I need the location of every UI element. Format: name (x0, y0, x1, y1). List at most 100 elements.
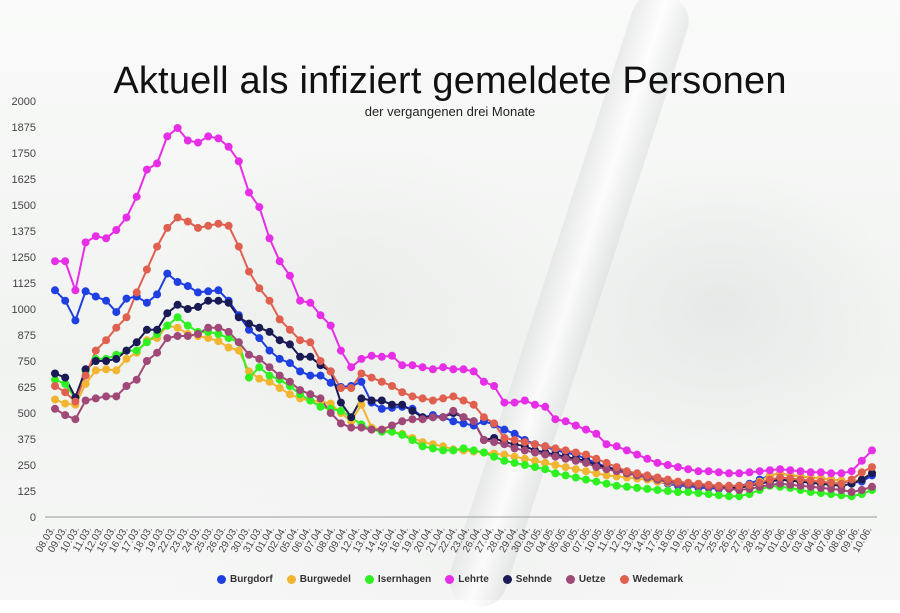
data-point-wedemark (612, 463, 621, 472)
data-point-wedemark (408, 392, 417, 401)
data-point-uetze (602, 465, 611, 474)
y-tick-label: 250 (18, 460, 36, 472)
data-point-lehrte (479, 377, 488, 386)
data-point-uetze (449, 406, 458, 415)
data-point-burgdorf (71, 316, 80, 325)
data-point-uetze (816, 483, 825, 492)
data-point-burgdorf (245, 325, 253, 334)
data-point-uetze (551, 452, 560, 461)
data-point-wedemark (439, 394, 448, 403)
data-point-sehnde (132, 338, 141, 347)
data-point-wedemark (275, 315, 284, 324)
data-point-wedemark (776, 473, 785, 482)
data-point-lehrte (806, 468, 815, 477)
y-tick-label: 0 (30, 512, 36, 524)
data-point-lehrte (153, 159, 162, 168)
data-point-wedemark (234, 242, 243, 251)
legend-label: Burgwedel (299, 574, 351, 585)
data-point-uetze (377, 425, 386, 434)
data-point-burgwedel (51, 395, 59, 404)
data-point-burgwedel (510, 452, 519, 461)
data-point-burgdorf (255, 334, 264, 343)
data-point-wedemark (857, 468, 866, 477)
legend-item-wedemark: Wedemark (619, 574, 683, 585)
data-point-lehrte (408, 361, 417, 370)
data-point-wedemark (745, 480, 754, 489)
data-point-isernhagen (633, 483, 642, 492)
data-point-isernhagen (520, 461, 529, 469)
data-point-burgdorf (296, 367, 305, 376)
data-point-lehrte (81, 238, 90, 247)
data-point-lehrte (571, 421, 580, 430)
data-point-lehrte (755, 467, 764, 476)
data-point-isernhagen (531, 463, 539, 472)
data-point-lehrte (275, 257, 284, 266)
data-point-lehrte (735, 469, 744, 478)
data-point-wedemark (786, 474, 795, 483)
data-point-wedemark (643, 471, 652, 480)
data-point-wedemark (541, 442, 550, 451)
data-point-isernhagen (51, 375, 59, 384)
data-point-lehrte (245, 188, 253, 197)
data-point-burgdorf (449, 417, 458, 426)
data-point-lehrte (102, 234, 111, 243)
legend-marker (364, 575, 374, 584)
y-axis: 0 125 250 375 500 625 750 875 1000 1125 1250 1375 15… (12, 96, 877, 524)
data-point-isernhagen (643, 484, 652, 493)
data-point-sehnde (234, 313, 243, 322)
data-point-uetze (234, 338, 243, 347)
data-point-isernhagen (306, 396, 315, 405)
data-point-lehrte (459, 365, 468, 374)
data-point-lehrte (837, 469, 846, 478)
data-point-isernhagen (500, 456, 509, 465)
data-point-isernhagen (490, 452, 499, 461)
data-point-burgdorf (142, 298, 151, 307)
data-point-uetze (398, 417, 407, 426)
data-point-isernhagen (541, 465, 550, 474)
data-point-uetze (806, 482, 815, 491)
data-point-isernhagen (418, 442, 427, 451)
data-point-sehnde (296, 352, 305, 361)
data-point-burgdorf (265, 346, 274, 355)
data-point-wedemark (285, 325, 294, 334)
data-point-burgdorf (316, 371, 325, 380)
data-point-sehnde (408, 406, 417, 415)
data-point-wedemark (816, 477, 825, 486)
legend-marker (619, 575, 629, 584)
data-point-isernhagen (653, 486, 662, 494)
data-point-burgwedel (204, 334, 213, 343)
data-point-isernhagen (61, 379, 70, 388)
series-lines (54, 126, 873, 498)
data-point-wedemark (347, 384, 356, 392)
data-point-uetze (183, 332, 192, 340)
data-point-wedemark (61, 388, 70, 397)
data-point-uetze (500, 440, 509, 449)
data-point-sehnde (81, 365, 90, 374)
data-point-lehrte (142, 165, 151, 174)
y-tick-label: 1500 (12, 200, 36, 212)
legend-label: Uetze (578, 574, 606, 585)
data-point-burgdorf (306, 371, 315, 380)
data-point-isernhagen (602, 479, 611, 488)
data-point-wedemark (582, 450, 590, 459)
data-point-lehrte (285, 271, 294, 280)
data-point-wedemark (214, 219, 223, 228)
data-point-lehrte (745, 468, 754, 477)
data-point-uetze (796, 481, 805, 490)
data-point-lehrte (418, 363, 427, 372)
data-point-sehnde (163, 309, 172, 318)
y-tick-label: 1750 (12, 148, 36, 160)
data-point-isernhagen (459, 444, 468, 453)
legend-label: Sehnde (515, 574, 552, 585)
data-point-sehnde (173, 300, 182, 309)
data-point-uetze (582, 458, 590, 467)
data-point-uetze (132, 375, 141, 384)
data-point-uetze (347, 423, 356, 432)
data-point-lehrte (173, 124, 182, 132)
data-point-burgdorf (214, 286, 223, 295)
data-point-isernhagen (663, 487, 672, 495)
data-point-lehrte (377, 352, 386, 361)
data-point-uetze (224, 327, 233, 336)
data-point-wedemark (704, 480, 713, 489)
data-point-isernhagen (704, 490, 713, 499)
